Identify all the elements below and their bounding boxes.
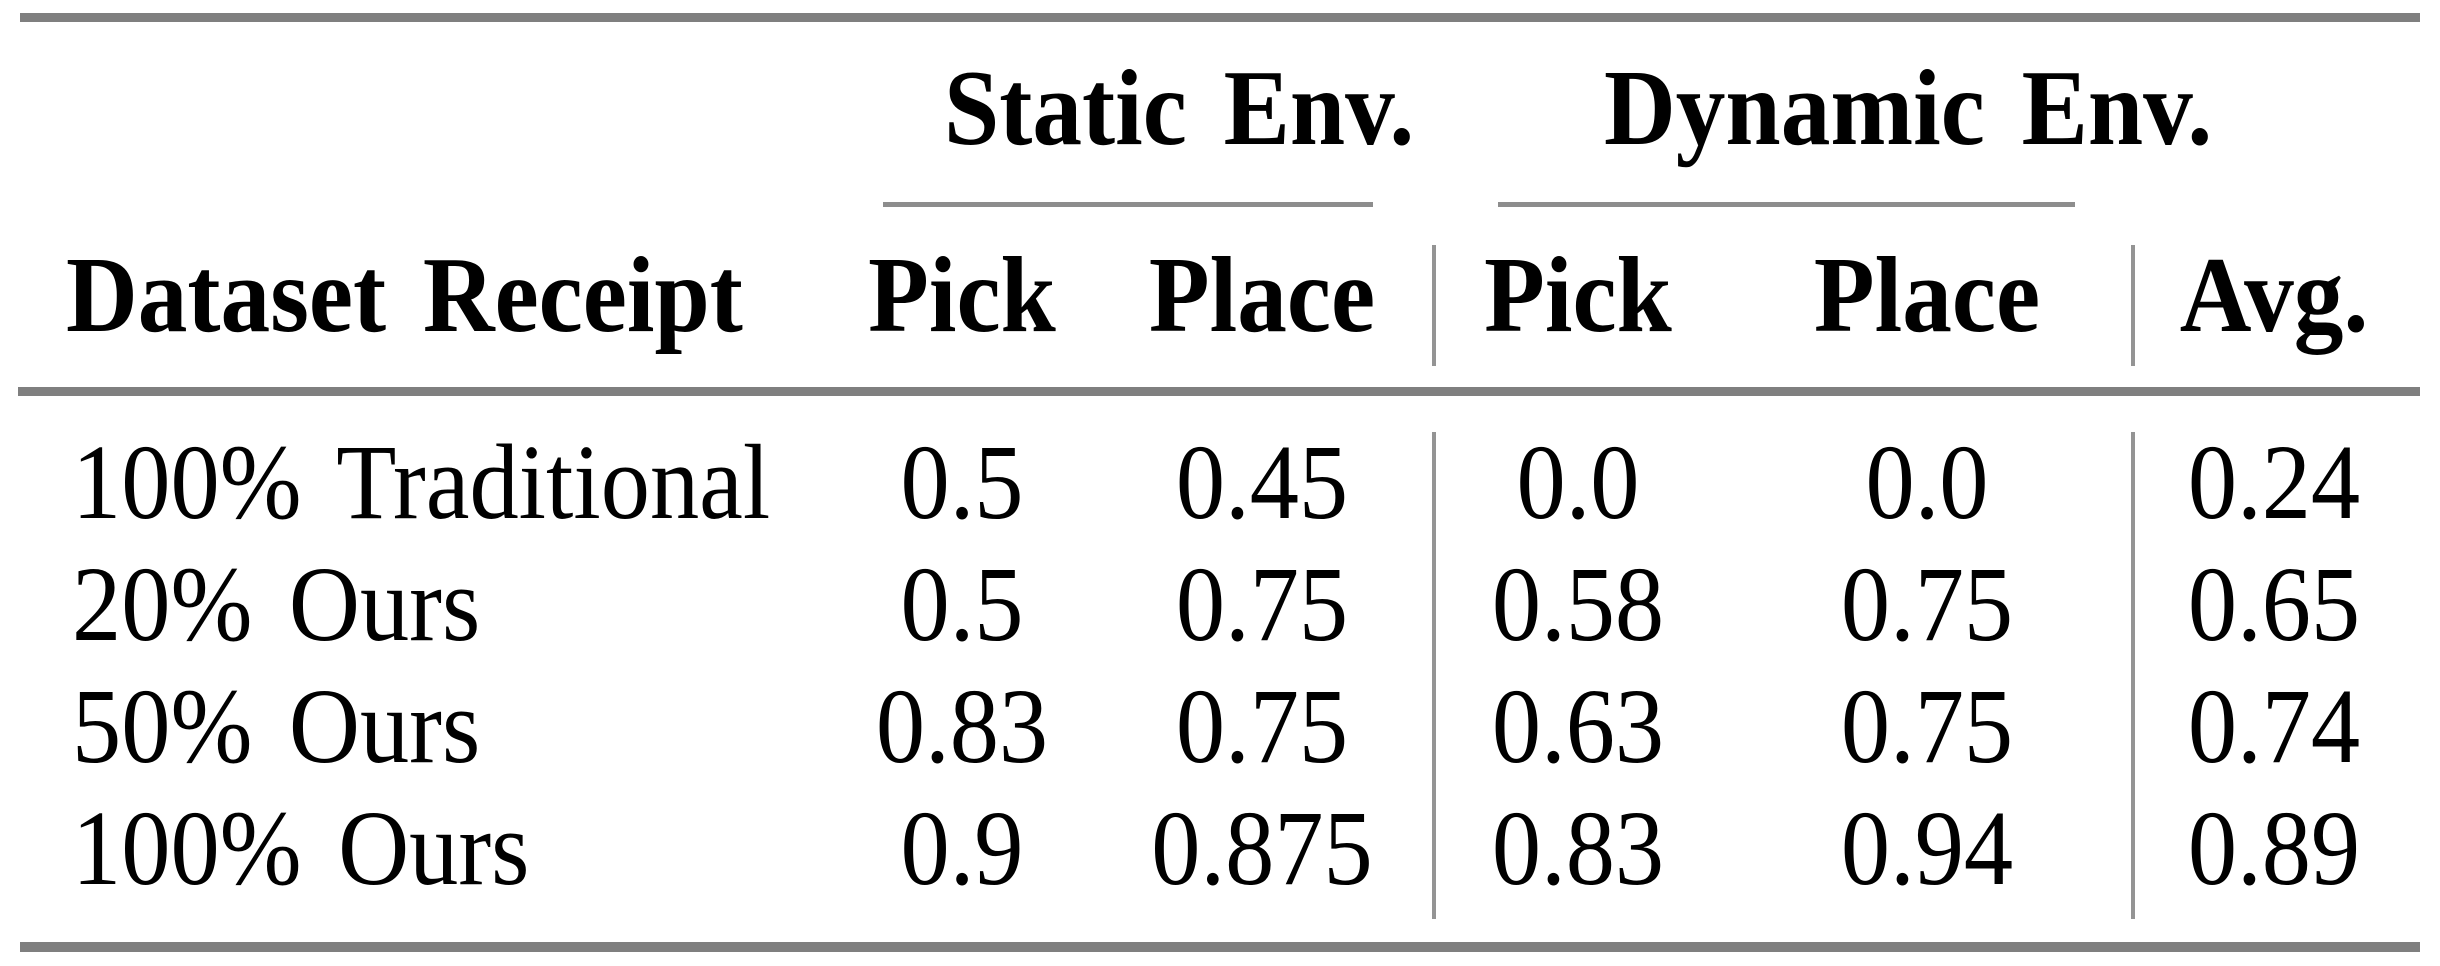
divider-avg-header <box>2131 245 2135 366</box>
column-header-avg: Avg. <box>2179 236 2369 355</box>
table-cell: 0.63 <box>1491 668 1665 786</box>
row-label: 50% Ours <box>72 668 481 786</box>
table-cell: 0.89 <box>2187 790 2361 908</box>
divider-static-dynamic-body <box>1432 432 1436 919</box>
table-cell: 0.45 <box>1175 424 1349 542</box>
table-cell: 0.875 <box>1151 790 1373 908</box>
header-rule <box>18 387 2420 396</box>
top-rule <box>20 13 2420 22</box>
table-cell: 0.0 <box>1516 424 1640 542</box>
column-header-dataset-receipt: Dataset Receipt <box>66 236 743 355</box>
row-label: 100% Ours <box>72 790 530 908</box>
group-header-static: Static Env. <box>944 49 1415 168</box>
column-header-dynamic-place: Place <box>1813 236 2041 355</box>
table-cell: 0.0 <box>1865 424 1989 542</box>
divider-static-dynamic-header <box>1432 245 1436 366</box>
table-cell: 0.5 <box>900 424 1024 542</box>
table-cell: 0.65 <box>2187 546 2361 664</box>
table-cell: 0.74 <box>2187 668 2361 786</box>
column-header-static-place: Place <box>1148 236 1376 355</box>
table-cell: 0.75 <box>1175 668 1349 786</box>
dynamic-group-underline <box>1498 202 2075 207</box>
group-header-dynamic: Dynamic Env. <box>1604 49 2213 168</box>
static-group-underline <box>883 202 1373 207</box>
row-label: 20% Ours <box>72 546 481 664</box>
column-header-static-pick: Pick <box>868 236 1056 355</box>
table-cell: 0.75 <box>1840 546 2014 664</box>
table-cell: 0.83 <box>875 668 1049 786</box>
table-cell: 0.83 <box>1491 790 1665 908</box>
row-label: 100% Traditional <box>72 424 771 542</box>
table-cell: 0.75 <box>1175 546 1349 664</box>
column-header-dynamic-pick: Pick <box>1484 236 1672 355</box>
table-cell: 0.94 <box>1840 790 2014 908</box>
table-cell: 0.75 <box>1840 668 2014 786</box>
bottom-rule <box>20 942 2420 952</box>
table-cell: 0.24 <box>2187 424 2361 542</box>
table-cell: 0.5 <box>900 546 1024 664</box>
divider-avg-body <box>2131 432 2135 919</box>
table-cell: 0.9 <box>900 790 1024 908</box>
table-cell: 0.58 <box>1491 546 1665 664</box>
